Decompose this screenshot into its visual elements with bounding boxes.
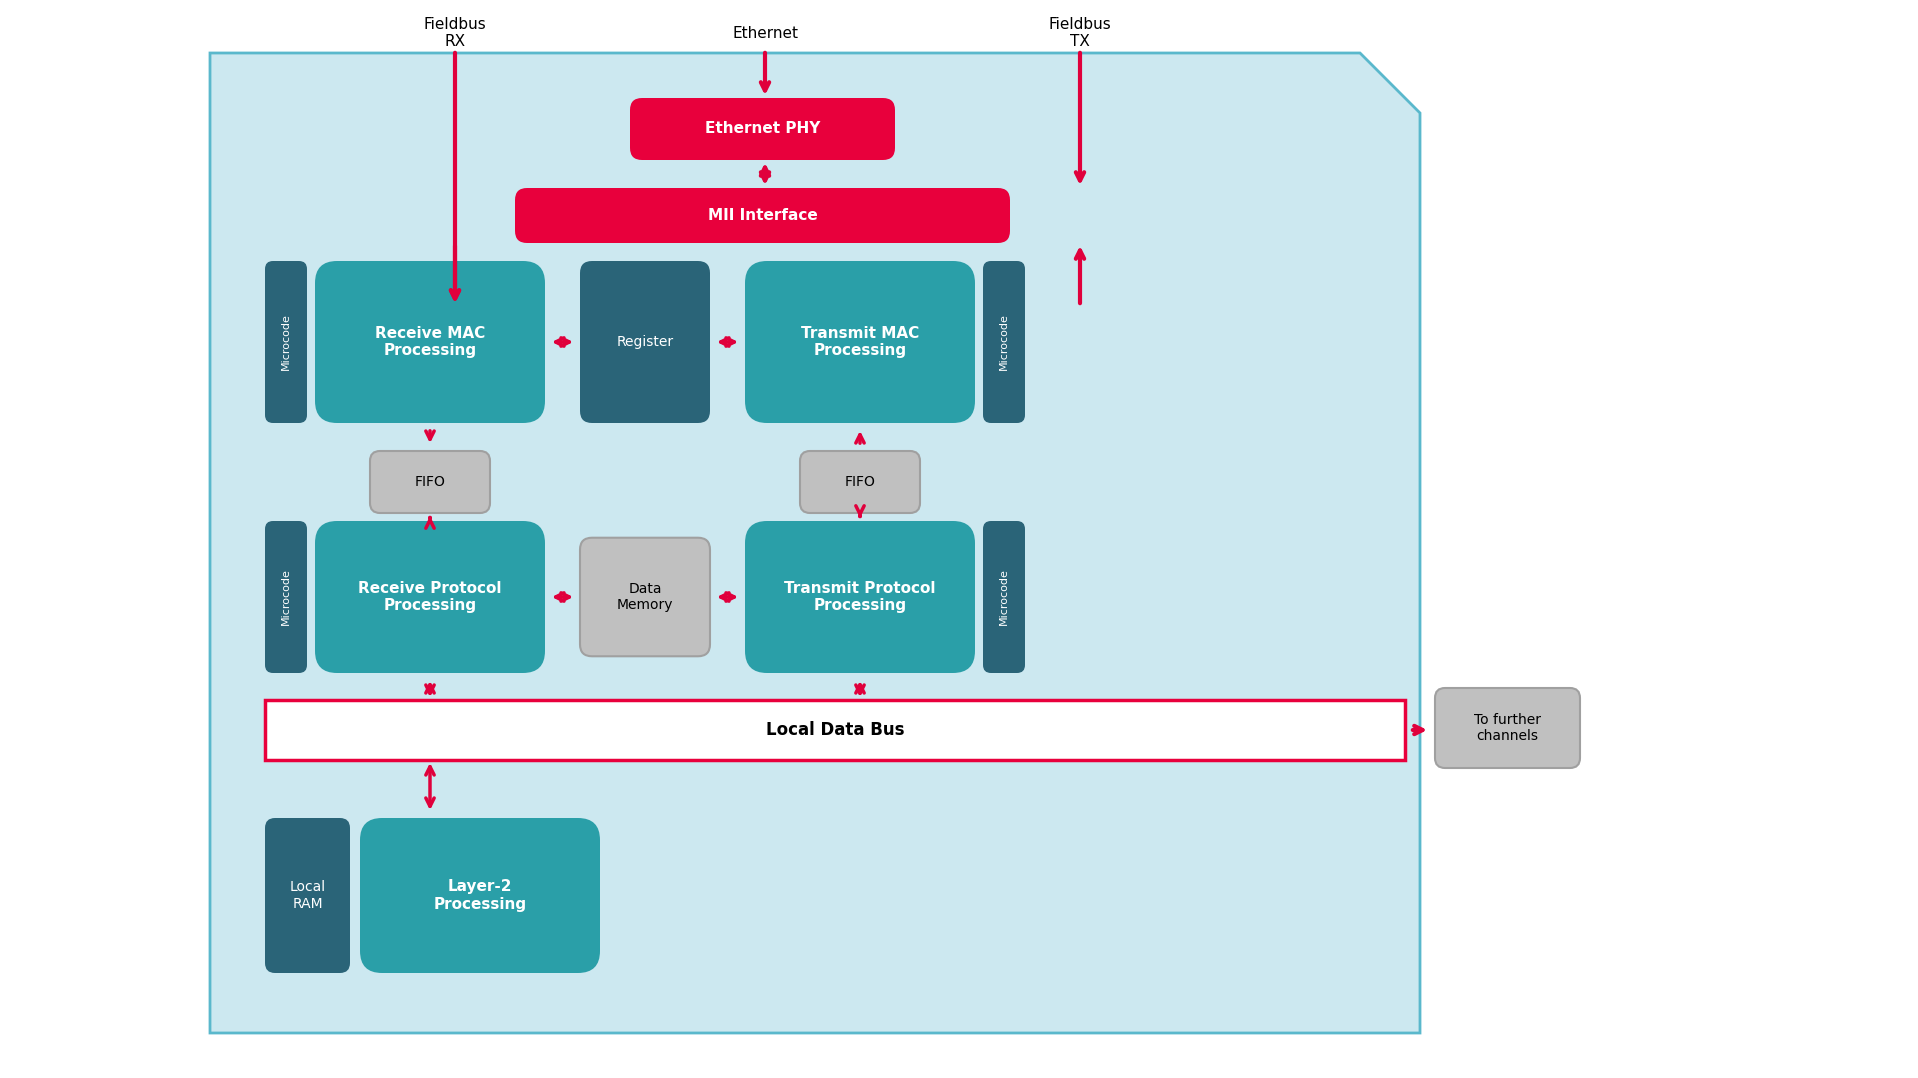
FancyBboxPatch shape <box>984 521 1024 673</box>
FancyBboxPatch shape <box>579 261 710 423</box>
FancyBboxPatch shape <box>265 261 307 423</box>
FancyBboxPatch shape <box>1435 688 1580 768</box>
Text: MII Interface: MII Interface <box>708 208 817 223</box>
Text: Local Data Bus: Local Data Bus <box>765 721 903 740</box>
FancyBboxPatch shape <box>361 818 600 973</box>
Text: Transmit Protocol
Processing: Transmit Protocol Processing <box>784 581 936 613</box>
Text: FIFO: FIFO <box>414 475 445 489</box>
FancyBboxPatch shape <box>315 521 545 673</box>
FancyBboxPatch shape <box>370 451 489 513</box>
FancyBboxPatch shape <box>315 261 545 423</box>
FancyBboxPatch shape <box>744 261 974 423</box>
Bar <box>265 700 1406 760</box>
Text: Ethernet: Ethernet <box>733 26 798 41</box>
Text: Register: Register <box>616 335 673 349</box>
FancyBboxPatch shape <box>579 538 710 657</box>
Text: Fieldbus
RX: Fieldbus RX <box>424 17 487 50</box>
Text: Microcode: Microcode <box>999 568 1009 625</box>
Text: FIFO: FIFO <box>844 475 875 489</box>
Text: To further
channels: To further channels <box>1475 713 1540 743</box>
FancyBboxPatch shape <box>265 521 307 673</box>
Text: Local
RAM: Local RAM <box>290 881 326 911</box>
Text: Microcode: Microcode <box>282 314 292 371</box>
Text: Data
Memory: Data Memory <box>618 582 673 612</box>
FancyBboxPatch shape <box>744 521 974 673</box>
FancyBboxPatch shape <box>516 188 1011 243</box>
FancyBboxPatch shape <box>984 261 1024 423</box>
Text: Transmit MAC
Processing: Transmit MAC Processing <box>802 326 919 358</box>
Text: Ethernet PHY: Ethernet PHY <box>704 122 821 137</box>
FancyBboxPatch shape <box>800 451 921 513</box>
Text: Receive MAC
Processing: Receive MAC Processing <box>374 326 485 358</box>
Polygon shape <box>209 53 1419 1033</box>
FancyBboxPatch shape <box>629 98 896 160</box>
Text: Layer-2
Processing: Layer-2 Processing <box>433 880 527 912</box>
Text: Microcode: Microcode <box>282 568 292 625</box>
Text: Microcode: Microcode <box>999 314 1009 371</box>
Text: Receive Protocol
Processing: Receive Protocol Processing <box>359 581 503 613</box>
Text: Fieldbus
TX: Fieldbus TX <box>1049 17 1111 50</box>
FancyBboxPatch shape <box>265 818 349 973</box>
